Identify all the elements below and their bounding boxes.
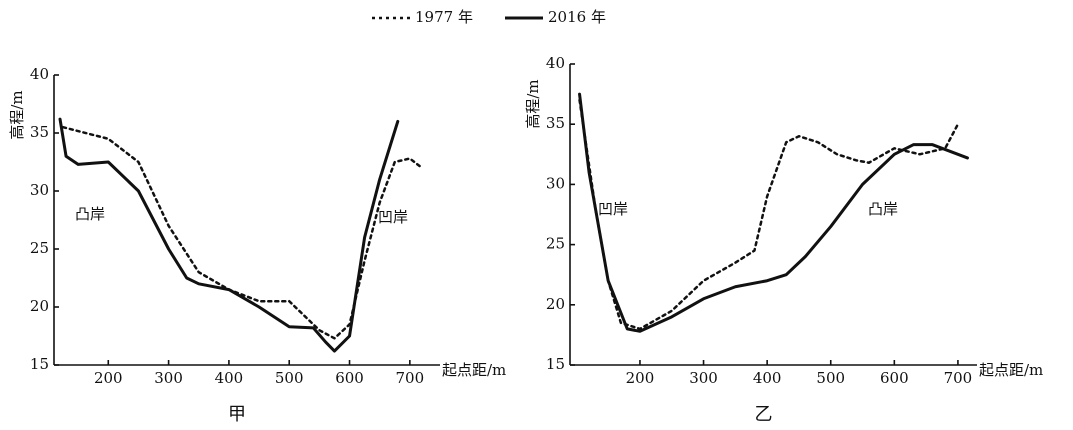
y-tick-label: 30 [546,174,565,192]
x-tick-label: 600 [335,369,364,387]
x-tick-label: 500 [275,369,304,387]
y-tick-label: 20 [546,295,565,313]
series-line [578,92,969,333]
legend-label: 2016 年 [548,8,606,26]
x-tick-label: 400 [753,369,782,387]
annotation: 凸岸 [868,200,898,218]
y-tick-label: 40 [546,54,565,72]
subtitle: 甲 [228,404,246,425]
annotation: 凹岸 [598,200,628,218]
y-tick-label: 25 [546,235,565,253]
x-tick-label: 600 [880,369,909,387]
y-tick-label: 25 [30,239,49,257]
y-tick-label: 20 [30,297,49,315]
y-axis-label: 高程/m [8,90,26,139]
annotation: 凸岸 [75,205,105,223]
y-tick-label: 15 [30,355,49,373]
y-axis-label: 高程/m [524,79,542,128]
x-axis-label: 起点距/m [442,361,506,379]
y-tick-label: 35 [30,123,49,141]
x-tick-label: 200 [626,369,655,387]
subtitle: 乙 [755,404,773,425]
x-tick-label: 700 [396,369,425,387]
legend-label: 1977 年 [415,8,473,26]
x-tick-label: 500 [816,369,845,387]
x-tick-label: 300 [154,369,183,387]
x-tick-label: 300 [689,369,718,387]
x-tick-label: 700 [944,369,973,387]
x-tick-label: 400 [215,369,244,387]
annotation: 凹岸 [378,208,408,226]
y-tick-label: 40 [30,65,49,83]
y-tick-label: 15 [546,355,565,373]
x-tick-label: 200 [94,369,123,387]
series-line [61,125,424,340]
x-axis-label: 起点距/m [979,361,1043,379]
y-tick-label: 35 [546,114,565,132]
series-line [578,98,960,331]
y-tick-label: 30 [30,181,49,199]
series-line [58,117,400,353]
